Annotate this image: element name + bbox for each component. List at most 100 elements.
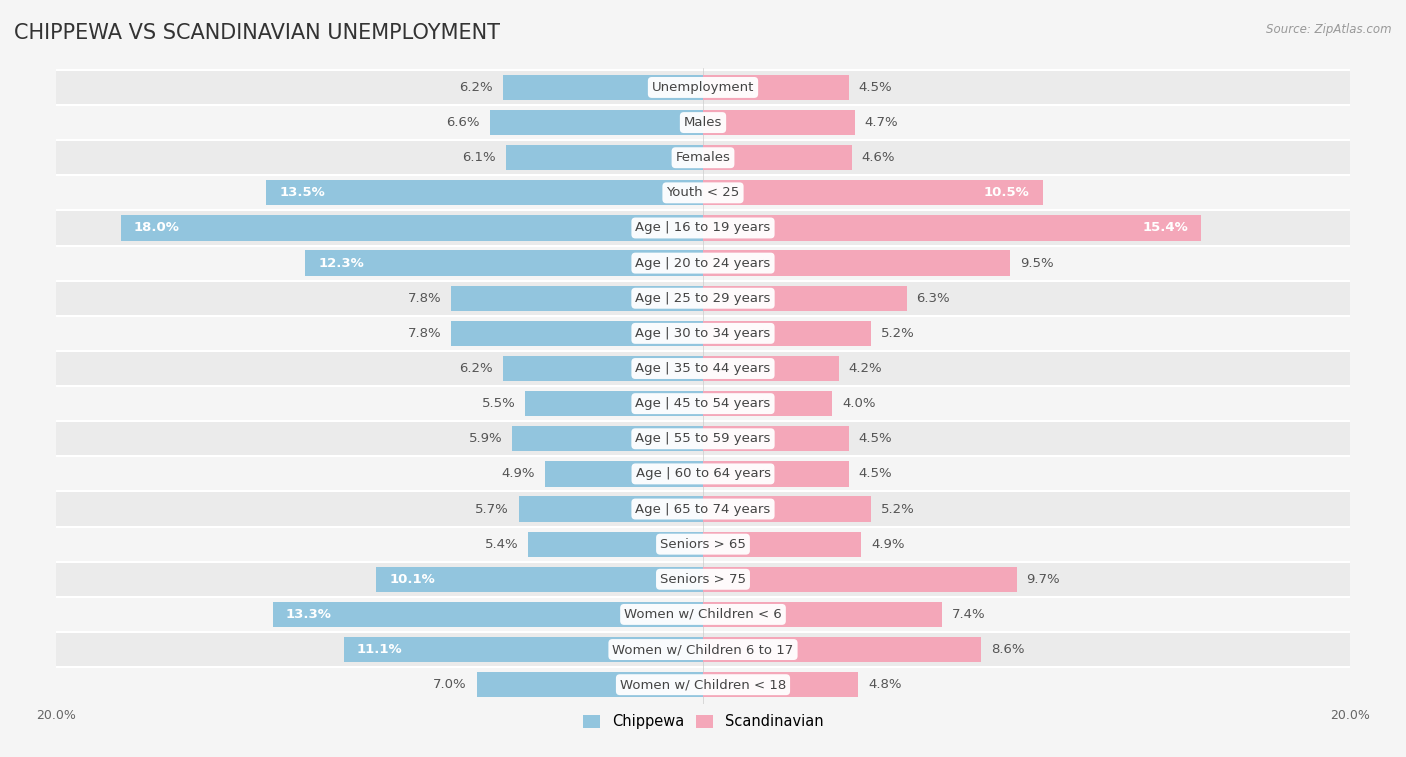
Text: Seniors > 65: Seniors > 65 [659, 537, 747, 550]
Text: 4.8%: 4.8% [868, 678, 901, 691]
Text: CHIPPEWA VS SCANDINAVIAN UNEMPLOYMENT: CHIPPEWA VS SCANDINAVIAN UNEMPLOYMENT [14, 23, 501, 42]
Text: Age | 20 to 24 years: Age | 20 to 24 years [636, 257, 770, 269]
Text: 10.1%: 10.1% [389, 573, 434, 586]
Text: Age | 55 to 59 years: Age | 55 to 59 years [636, 432, 770, 445]
Text: Seniors > 75: Seniors > 75 [659, 573, 747, 586]
Text: 4.9%: 4.9% [502, 467, 534, 481]
Bar [703, 251, 1010, 276]
Bar [502, 75, 703, 100]
Text: 5.7%: 5.7% [475, 503, 509, 516]
Bar [703, 426, 849, 451]
Bar [519, 497, 703, 522]
Bar [56, 491, 1350, 527]
Text: Males: Males [683, 116, 723, 129]
Bar [502, 356, 703, 382]
Text: 8.6%: 8.6% [991, 643, 1025, 656]
Text: Women w/ Children 6 to 17: Women w/ Children 6 to 17 [613, 643, 793, 656]
Text: Age | 45 to 54 years: Age | 45 to 54 years [636, 397, 770, 410]
Bar [56, 140, 1350, 176]
Text: Women w/ Children < 6: Women w/ Children < 6 [624, 608, 782, 621]
Bar [703, 567, 1017, 592]
Bar [529, 531, 703, 557]
Bar [56, 105, 1350, 140]
Bar [305, 251, 703, 276]
Bar [703, 75, 849, 100]
Bar [703, 285, 907, 311]
Text: 15.4%: 15.4% [1142, 222, 1188, 235]
Text: 7.8%: 7.8% [408, 327, 441, 340]
Bar [56, 351, 1350, 386]
Bar [703, 321, 872, 346]
Text: 4.6%: 4.6% [862, 151, 896, 164]
Text: Age | 16 to 19 years: Age | 16 to 19 years [636, 222, 770, 235]
Bar [703, 672, 858, 697]
Text: 5.2%: 5.2% [880, 503, 915, 516]
Text: Women w/ Children < 18: Women w/ Children < 18 [620, 678, 786, 691]
Text: 10.5%: 10.5% [984, 186, 1029, 199]
Text: 11.1%: 11.1% [357, 643, 402, 656]
Text: 4.2%: 4.2% [849, 362, 882, 375]
Text: 4.0%: 4.0% [842, 397, 876, 410]
Bar [703, 602, 942, 627]
Bar [703, 531, 862, 557]
Text: Age | 65 to 74 years: Age | 65 to 74 years [636, 503, 770, 516]
Text: Unemployment: Unemployment [652, 81, 754, 94]
Bar [703, 110, 855, 136]
Bar [267, 180, 703, 205]
Bar [451, 321, 703, 346]
Text: 5.5%: 5.5% [482, 397, 516, 410]
Bar [489, 110, 703, 136]
Bar [703, 145, 852, 170]
Bar [121, 215, 703, 241]
Text: 4.9%: 4.9% [872, 537, 904, 550]
Bar [56, 210, 1350, 245]
Bar [703, 391, 832, 416]
Bar [56, 245, 1350, 281]
Text: Age | 35 to 44 years: Age | 35 to 44 years [636, 362, 770, 375]
Text: 6.6%: 6.6% [446, 116, 479, 129]
Text: 4.7%: 4.7% [865, 116, 898, 129]
Bar [56, 176, 1350, 210]
Text: Youth < 25: Youth < 25 [666, 186, 740, 199]
Bar [273, 602, 703, 627]
Legend: Chippewa, Scandinavian: Chippewa, Scandinavian [576, 709, 830, 735]
Text: 7.0%: 7.0% [433, 678, 467, 691]
Bar [544, 461, 703, 487]
Bar [703, 180, 1043, 205]
Bar [56, 632, 1350, 667]
Text: Age | 25 to 29 years: Age | 25 to 29 years [636, 291, 770, 305]
Bar [703, 356, 839, 382]
Bar [56, 421, 1350, 456]
Bar [56, 597, 1350, 632]
Bar [512, 426, 703, 451]
Text: Females: Females [675, 151, 731, 164]
Text: Age | 60 to 64 years: Age | 60 to 64 years [636, 467, 770, 481]
Text: 13.3%: 13.3% [285, 608, 332, 621]
Bar [56, 386, 1350, 421]
Bar [477, 672, 703, 697]
Text: 5.4%: 5.4% [485, 537, 519, 550]
Bar [703, 637, 981, 662]
Text: 13.5%: 13.5% [280, 186, 325, 199]
Bar [377, 567, 703, 592]
Bar [703, 461, 849, 487]
Text: Source: ZipAtlas.com: Source: ZipAtlas.com [1267, 23, 1392, 36]
Bar [56, 527, 1350, 562]
Text: 6.2%: 6.2% [460, 81, 494, 94]
Bar [506, 145, 703, 170]
Text: 12.3%: 12.3% [318, 257, 364, 269]
Text: 5.2%: 5.2% [880, 327, 915, 340]
Text: 4.5%: 4.5% [858, 81, 891, 94]
Bar [56, 316, 1350, 351]
Bar [56, 562, 1350, 597]
Text: Age | 30 to 34 years: Age | 30 to 34 years [636, 327, 770, 340]
Text: 7.8%: 7.8% [408, 291, 441, 305]
Text: 7.4%: 7.4% [952, 608, 986, 621]
Text: 5.9%: 5.9% [468, 432, 502, 445]
Bar [56, 70, 1350, 105]
Bar [451, 285, 703, 311]
Bar [526, 391, 703, 416]
Text: 4.5%: 4.5% [858, 432, 891, 445]
Text: 6.3%: 6.3% [917, 291, 950, 305]
Text: 6.2%: 6.2% [460, 362, 494, 375]
